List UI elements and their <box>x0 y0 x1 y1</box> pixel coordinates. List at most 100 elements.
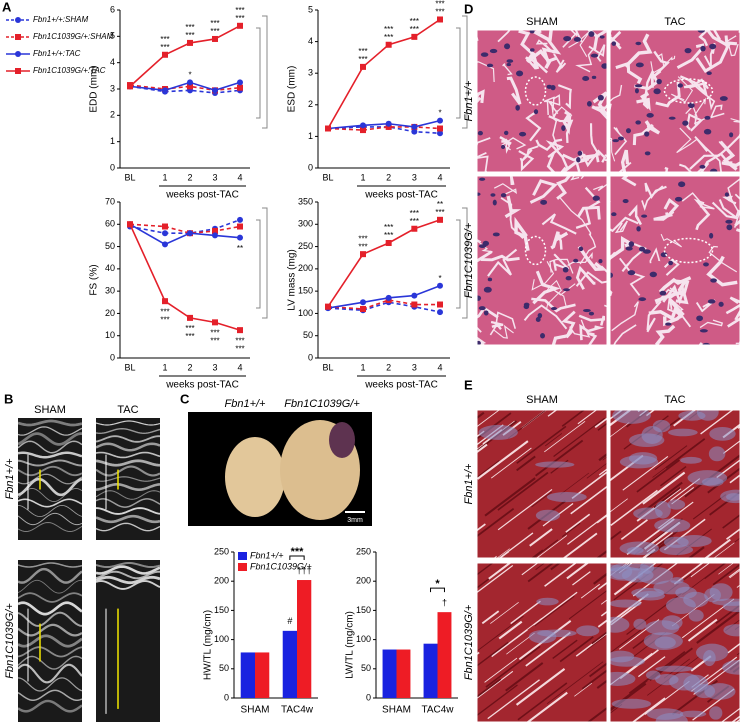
membrane <box>562 110 572 135</box>
membrane <box>709 104 725 119</box>
echo-band <box>18 440 82 454</box>
membrane <box>548 115 574 144</box>
fiber <box>610 682 647 712</box>
membrane <box>497 30 511 43</box>
fiber <box>490 447 532 479</box>
y-tick-label: 3 <box>110 83 115 93</box>
y-tick-label: 100 <box>298 308 313 318</box>
nucleus <box>646 113 654 118</box>
nucleus <box>668 260 674 266</box>
data-point <box>187 314 193 321</box>
fibrosis <box>619 455 659 469</box>
membrane <box>593 183 607 192</box>
membrane <box>546 279 562 309</box>
membrane <box>541 213 577 235</box>
membrane <box>725 296 740 315</box>
nucleus <box>699 164 706 169</box>
fiber <box>722 514 740 529</box>
nucleus <box>483 286 492 293</box>
nucleus <box>492 199 497 206</box>
data-point <box>237 216 243 223</box>
nucleus <box>719 96 728 101</box>
membrane <box>650 53 665 74</box>
fiber <box>533 591 578 626</box>
data-point <box>187 230 193 237</box>
significance: *** <box>410 17 419 26</box>
legend-label: Fbn1+/+:TAC <box>33 49 81 58</box>
x-axis-title: weeks post-TAC <box>165 190 239 201</box>
membrane <box>543 96 555 115</box>
bar <box>423 643 438 698</box>
x-tick-label: 4 <box>437 172 442 182</box>
fibrosis <box>478 424 518 440</box>
fiber <box>497 488 553 531</box>
fiber <box>535 439 584 477</box>
significance: *** <box>210 19 219 28</box>
membrane <box>699 319 724 329</box>
membrane <box>525 111 542 142</box>
fiber <box>560 472 590 495</box>
echo-band <box>96 476 160 482</box>
nucleus <box>550 307 558 311</box>
nucleus <box>729 132 734 138</box>
membrane <box>663 197 680 219</box>
fibrosis <box>610 599 642 608</box>
y-axis-title: ESD (mm) <box>287 66 298 113</box>
significance: *** <box>235 336 244 345</box>
y-tick-label: 1 <box>308 131 313 141</box>
fibrosis <box>659 544 694 556</box>
nucleus <box>688 102 695 109</box>
nucleus <box>578 246 584 252</box>
membrane <box>506 76 522 105</box>
y-tick-label: 5 <box>308 4 313 14</box>
significance: *** <box>410 209 419 218</box>
fiber <box>572 571 591 586</box>
echo-band <box>96 575 160 585</box>
legend-label: Fbn1C1039G/+:TAC <box>33 66 106 75</box>
echo-band <box>18 498 82 508</box>
fiber <box>574 682 593 697</box>
echo-band <box>18 426 82 436</box>
nucleus <box>641 214 648 218</box>
membrane <box>500 197 524 240</box>
nucleus <box>480 52 489 57</box>
fiber <box>594 417 607 429</box>
fiber <box>586 462 607 479</box>
nucleus <box>506 59 514 63</box>
y-tick-label: 50 <box>105 241 115 251</box>
nucleus <box>490 193 496 197</box>
frame <box>476 409 608 559</box>
x-tick-label: 1 <box>162 172 167 182</box>
membrane <box>664 166 669 172</box>
fiber <box>550 563 562 571</box>
nucleus <box>644 151 651 156</box>
nucleus <box>540 333 546 339</box>
nucleus <box>523 304 530 310</box>
significance: *** <box>160 315 169 324</box>
series-line <box>129 219 241 234</box>
nucleus <box>625 246 633 251</box>
membrane <box>649 247 661 264</box>
echo-band <box>96 580 160 590</box>
fiber <box>491 629 528 658</box>
atrium <box>329 422 355 458</box>
series-line <box>129 84 241 92</box>
fibrosis <box>610 616 630 633</box>
data-point <box>212 87 218 94</box>
echo-band <box>96 507 160 515</box>
fiber <box>477 670 514 699</box>
bracket <box>262 15 268 129</box>
membrane <box>641 185 664 211</box>
y-tick-label: 200 <box>298 263 313 273</box>
series-line <box>327 285 441 309</box>
x-axis-title: weeks post-TAC <box>165 380 239 391</box>
fibrosis <box>688 609 704 622</box>
nucleus <box>573 37 581 42</box>
x-axis-title: weeks post-TAC <box>364 190 438 201</box>
nucleus <box>504 43 511 50</box>
membrane <box>610 84 623 103</box>
fiber <box>477 440 529 480</box>
membrane <box>611 301 639 332</box>
nucleus <box>707 299 716 304</box>
fibrosis <box>640 563 655 574</box>
